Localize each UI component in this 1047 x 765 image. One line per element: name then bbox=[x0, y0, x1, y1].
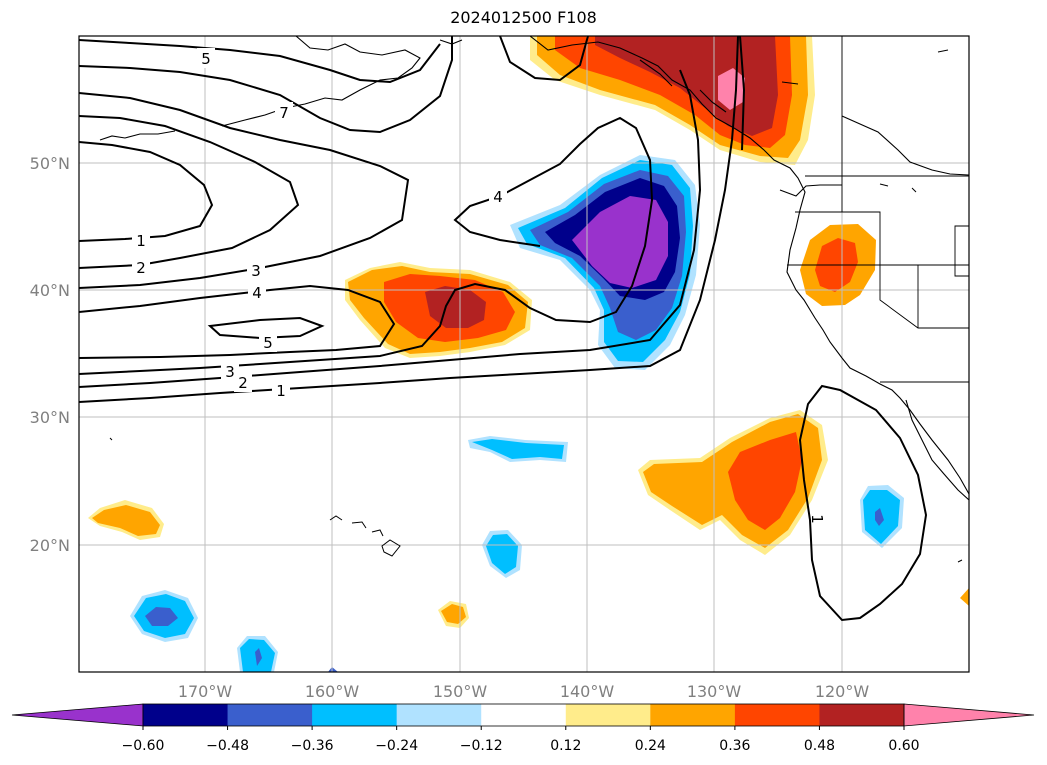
colorbar-tick-label: −0.48 bbox=[206, 738, 249, 754]
lon-tick-label: 140°W bbox=[560, 682, 615, 701]
colorbar: −0.60 −0.48 −0.36 −0.24 −0.12 0.12 0.24 0.36 0.4… bbox=[11, 703, 1035, 754]
colorbar-tick-label: −0.36 bbox=[291, 738, 334, 754]
negative-anomaly-region bbox=[255, 648, 262, 666]
lon-tick-label: 170°W bbox=[178, 682, 233, 701]
colorbar-cell bbox=[481, 704, 567, 726]
positive-anomaly-region bbox=[728, 432, 802, 530]
lat-tick-label: 30°N bbox=[30, 408, 70, 427]
lat-tick-label: 40°N bbox=[30, 281, 70, 300]
colorbar-cell bbox=[396, 704, 482, 726]
contour-label: 2 bbox=[136, 259, 146, 277]
colorbar-tick-label: −0.12 bbox=[460, 738, 503, 754]
colorbar-tick-label: −0.24 bbox=[375, 738, 418, 754]
positive-anomaly-region bbox=[92, 505, 160, 536]
negative-anomaly-region bbox=[875, 508, 884, 526]
positive-anomaly-region bbox=[425, 286, 486, 328]
colorbar-cell bbox=[734, 704, 820, 726]
negative-anomaly-region bbox=[472, 439, 564, 459]
lon-tick-label: 160°W bbox=[305, 682, 360, 701]
colorbar-cell bbox=[565, 704, 651, 726]
negative-anomaly-region bbox=[328, 667, 338, 672]
map-title: 2024012500 F108 bbox=[450, 8, 597, 27]
contour-label: 4 bbox=[252, 284, 262, 302]
lat-tick-label: 50°N bbox=[30, 154, 70, 173]
colorbar-cell bbox=[143, 704, 229, 726]
borders bbox=[787, 36, 969, 383]
contour-label: 2 bbox=[238, 374, 248, 392]
colorbar-outline bbox=[142, 703, 905, 727]
colorbar-cell bbox=[819, 704, 905, 726]
longitude-axis: 170°W 160°W 150°W 140°W 130°W 120°W bbox=[178, 682, 870, 701]
lon-tick-label: 130°W bbox=[687, 682, 742, 701]
lon-tick-label: 150°W bbox=[433, 682, 488, 701]
islands bbox=[109, 49, 963, 563]
colorbar-tick-labels: −0.60 −0.48 −0.36 −0.24 −0.12 0.12 0.24 0.36 0.4… bbox=[122, 726, 920, 754]
contour-label: 5 bbox=[201, 50, 211, 68]
negative-anomaly-region bbox=[486, 534, 518, 574]
contour-labels: 5 7 1 2 3 4 5 3 2 1 4 1 bbox=[132, 48, 826, 524]
colorbar-cells bbox=[11, 703, 1035, 727]
colorbar-tick-label: 0.48 bbox=[804, 738, 835, 754]
colorbar-over-arrow bbox=[903, 703, 1035, 727]
map-area[interactable]: 5 7 1 2 3 4 5 3 2 1 4 1 bbox=[79, 36, 969, 672]
contour-label: 1 bbox=[136, 232, 146, 250]
map-frame bbox=[78, 35, 970, 673]
colorbar-cell bbox=[650, 704, 736, 726]
colorbar-tick-label: 0.12 bbox=[550, 738, 581, 754]
latitude-axis: 20°N 30°N 40°N 50°N bbox=[30, 154, 70, 555]
contour-label: 7 bbox=[279, 104, 289, 122]
colorbar-cell bbox=[227, 704, 313, 726]
shaded-field bbox=[88, 36, 969, 672]
positive-anomaly-region bbox=[960, 588, 969, 606]
contour-label: 4 bbox=[493, 188, 503, 206]
colorbar-tick-label: −0.60 bbox=[122, 738, 165, 754]
contour-label: 1 bbox=[276, 382, 286, 400]
negative-anomaly-region bbox=[145, 607, 178, 626]
colorbar-cell bbox=[312, 704, 398, 726]
lat-tick-label: 20°N bbox=[30, 536, 70, 555]
colorbar-tick-label: 0.36 bbox=[719, 738, 750, 754]
colorbar-tick-label: 0.60 bbox=[888, 738, 919, 754]
contour-label: 3 bbox=[251, 262, 261, 280]
colorbar-tick-label: 0.24 bbox=[635, 738, 666, 754]
contour-label: 1 bbox=[808, 514, 826, 524]
gridlines bbox=[79, 36, 969, 672]
contour-label: 5 bbox=[263, 334, 273, 352]
lon-tick-label: 120°W bbox=[815, 682, 870, 701]
colorbar-under-arrow bbox=[11, 703, 144, 727]
positive-anomaly-region bbox=[718, 68, 745, 110]
negative-anomaly-region bbox=[572, 196, 668, 288]
contour-label: 3 bbox=[225, 363, 235, 381]
